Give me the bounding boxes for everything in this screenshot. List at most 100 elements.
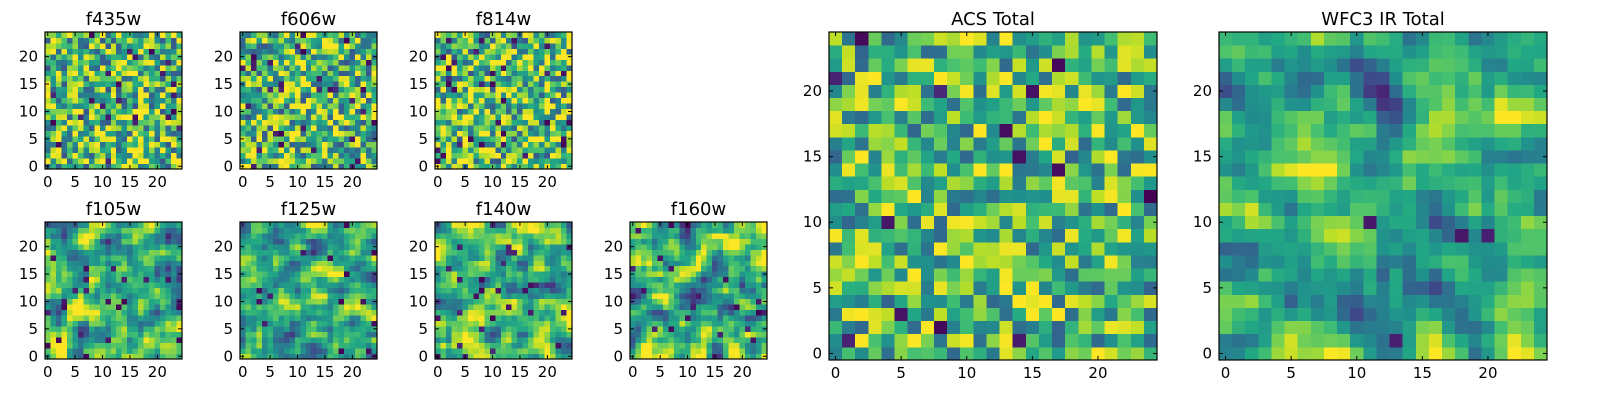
heatmap-cell [894,150,909,164]
heatmap-cell [116,326,123,332]
heatmap-cell [333,222,340,228]
heatmap-cell [533,48,540,55]
heatmap-cell [132,304,139,311]
heatmap-cell [1025,281,1040,295]
heatmap-cell [300,136,307,142]
heatmap-cell [278,158,285,164]
heatmap-cell [445,32,452,38]
x-tick-label: 10 [483,363,502,381]
heatmap-cell [261,86,268,93]
heatmap-cell [555,331,562,338]
heatmap-cell [1104,228,1119,243]
heatmap-cell [272,276,279,283]
heatmap-cell [533,141,540,148]
heatmap-cell [761,315,768,322]
heatmap-cell [55,97,62,104]
heatmap-cell [745,276,751,283]
heatmap-cell [240,304,246,311]
heatmap-cell [640,271,647,278]
heatmap-cell [99,130,106,137]
heatmap-cell [311,70,318,77]
heatmap-cell [116,254,123,261]
heatmap-cell [456,260,463,267]
y-tick-label: 20 [409,238,428,256]
heatmap-cell [176,114,183,121]
heatmap-cell [690,309,697,316]
heatmap-cell [986,255,1000,269]
heatmap-cell [154,309,161,316]
heatmap-cell [143,243,150,250]
heatmap-cell [366,81,372,88]
heatmap-cell [160,298,166,305]
heatmap-cell [662,304,669,311]
heatmap-cell [451,348,458,354]
heatmap-cell [94,271,101,278]
heatmap-cell [723,298,730,305]
heatmap-cell [327,119,334,126]
heatmap-cell [456,119,463,126]
heatmap-cell [267,337,274,343]
heatmap-cell [110,108,117,115]
y-tick-label: 15 [214,265,233,283]
heatmap-cell [165,315,172,322]
heatmap-cell [555,37,562,44]
heatmap-cell [66,342,73,349]
heatmap-cell [316,254,323,261]
heatmap-cell [495,309,502,316]
heatmap-cell [154,320,161,327]
heatmap-cell [829,255,843,269]
heatmap-cell [668,348,675,354]
heatmap-cell [630,348,636,354]
heatmap-cell [311,103,318,110]
heatmap-cell [272,304,279,311]
heatmap-cell [1130,307,1145,322]
heatmap-cell [561,243,567,250]
heatmap-cell [920,333,935,348]
heatmap-cell [61,59,68,66]
heatmap-cell [245,227,252,234]
heatmap-cell [947,176,961,190]
heatmap-cell [366,97,372,104]
heatmap-cell [1038,346,1053,361]
heatmap-cell [723,249,730,256]
heatmap-cell [445,64,452,71]
heatmap-cell [728,254,735,261]
heatmap-cell [77,232,84,239]
heatmap-cell [50,309,57,316]
heatmap-cell [272,331,279,338]
heatmap-cell [484,342,491,349]
heatmap-cell [77,147,84,153]
heatmap-cell [278,243,285,250]
heatmap-cell [127,243,134,250]
heatmap-cell [138,331,145,338]
heatmap-cell [283,298,290,305]
heatmap-cell [283,260,290,267]
heatmap-cell [300,42,307,49]
heatmap-cell [920,176,935,190]
heatmap-cell [366,103,372,110]
heatmap-cell [316,309,323,316]
heatmap-cell [349,227,356,234]
heatmap-cell [355,298,361,305]
heatmap-cell [561,249,567,256]
heatmap-cell [149,163,155,170]
heatmap-cell [154,114,161,121]
heatmap-cell [506,348,513,354]
heatmap-cell [61,37,68,44]
heatmap-cell [500,348,507,354]
heatmap-cell [160,293,166,300]
heatmap-cell [435,64,441,71]
heatmap-cell [278,152,285,159]
heatmap-cell [728,276,735,283]
heatmap-cell [646,238,653,245]
heatmap-cell [294,130,301,137]
heatmap-cell [250,348,257,354]
heatmap-cell [555,232,562,239]
heatmap-cell [1012,228,1027,243]
heatmap-cell [132,282,139,289]
heatmap-cell [272,158,279,164]
heatmap-cell [283,320,290,327]
heatmap-cell [473,114,480,121]
heatmap-cell [511,42,518,49]
heatmap-cell [467,97,474,104]
